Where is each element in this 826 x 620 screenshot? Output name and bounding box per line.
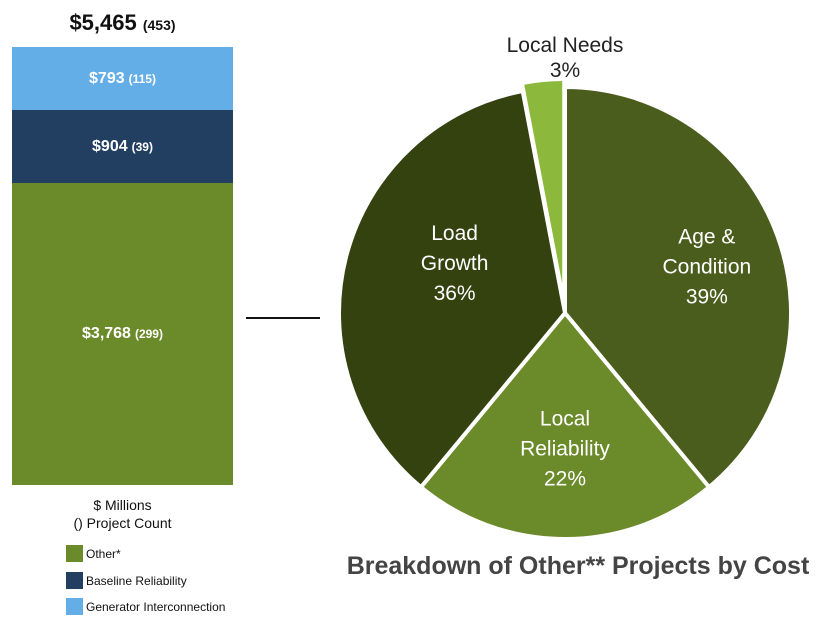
bar-count-label: (299): [134, 327, 163, 341]
legend-item-baseline-reliability: Baseline Reliability: [66, 572, 187, 589]
pie-title: Breakdown of Other** Projects by Cost: [346, 552, 810, 580]
legend-swatch: [66, 545, 83, 562]
pie-slice: [563, 84, 793, 490]
bar-value-label: $904: [92, 137, 128, 155]
pie-label: Local Reliability 22%: [520, 407, 610, 490]
bar-value-label: $793: [89, 69, 125, 87]
units-note: $ Millions () Project Count: [0, 496, 245, 532]
total-count: (453): [142, 17, 176, 33]
bar-total-label: $5,465 (453): [0, 10, 245, 36]
connector-line: [246, 317, 320, 319]
legend-label: Other*: [86, 546, 121, 561]
legend-item-generator-interconnection: Generator Interconnection: [66, 598, 225, 615]
pie-label: Age & Condition 39%: [662, 226, 751, 309]
bar-count-label: (115): [128, 71, 156, 86]
count-label: () Project Count: [73, 515, 172, 531]
bar-segment-other: $3,768 (299): [12, 183, 233, 485]
pie-label: Local Needs 3%: [507, 34, 624, 82]
legend-label: Baseline Reliability: [86, 573, 187, 588]
total-value: $5,465: [69, 10, 137, 35]
pie-slice: [337, 88, 568, 490]
legend-swatch: [66, 598, 83, 615]
bar-segment-generator-interconnection: $793 (115): [12, 47, 233, 110]
bar-count-label: (39): [131, 139, 153, 154]
legend-swatch: [66, 572, 83, 589]
legend-label: Generator Interconnection: [86, 599, 226, 614]
bar-segment-baseline-reliability: $904 (39): [12, 110, 233, 183]
pie-label: Load Growth 36%: [421, 222, 489, 305]
pie-slice: [418, 309, 712, 541]
legend-item-other: Other*: [66, 545, 121, 562]
units-label: $ Millions: [93, 497, 152, 513]
pie-slice: [519, 77, 567, 306]
bar-value-label: $3,768: [82, 325, 131, 342]
